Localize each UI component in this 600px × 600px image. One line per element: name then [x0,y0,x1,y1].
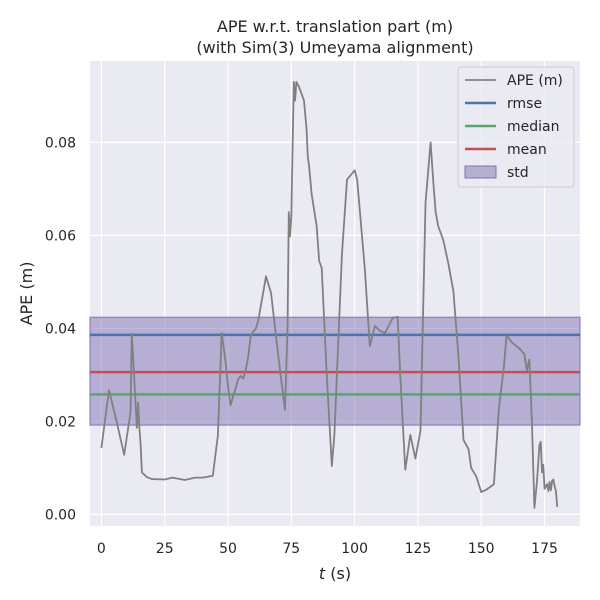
x-axis-label: t (s) [319,564,351,583]
y-tick-label: 0.02 [45,414,76,430]
legend-label-mean: mean [507,142,547,158]
y-axis-ticks: 0.00 0.02 0.04 0.06 0.08 [45,135,76,523]
y-tick-label: 0.06 [45,228,76,244]
x-axis-ticks: 0 25 50 75 100 125 150 175 [97,541,558,557]
x-tick-label: 150 [468,541,495,557]
legend-box [457,66,575,188]
chart-subtitle: (with Sim(3) Umeyama alignment) [196,38,473,57]
chart-title: APE w.r.t. translation part (m) [217,17,453,36]
y-tick-label: 0.00 [45,507,76,523]
y-tick-label: 0.08 [45,135,76,151]
stat-lines [90,333,580,396]
legend-label-ape-m: APE (m) [507,73,563,89]
x-tick-label: 100 [341,541,368,557]
y-axis-label: APE (m) [17,262,36,326]
legend-swatch-std [464,165,497,179]
legend-label-rmse: rmse [507,96,542,112]
x-axis-label-var: t [319,564,326,583]
x-tick-label: 25 [156,541,174,557]
legend: APE (m) rmse median mean std [457,66,575,188]
legend-label-median: median [507,119,559,135]
x-tick-label: 50 [219,541,237,557]
x-tick-label: 0 [97,541,106,557]
y-tick-label: 0.04 [45,321,76,337]
ape-series-line [100,81,559,509]
series-layer [100,81,559,509]
x-tick-label: 75 [282,541,300,557]
x-axis-label-unit: (s) [325,564,351,583]
x-tick-label: 175 [531,541,558,557]
legend-label-std: std [507,165,529,181]
x-tick-label: 125 [405,541,432,557]
